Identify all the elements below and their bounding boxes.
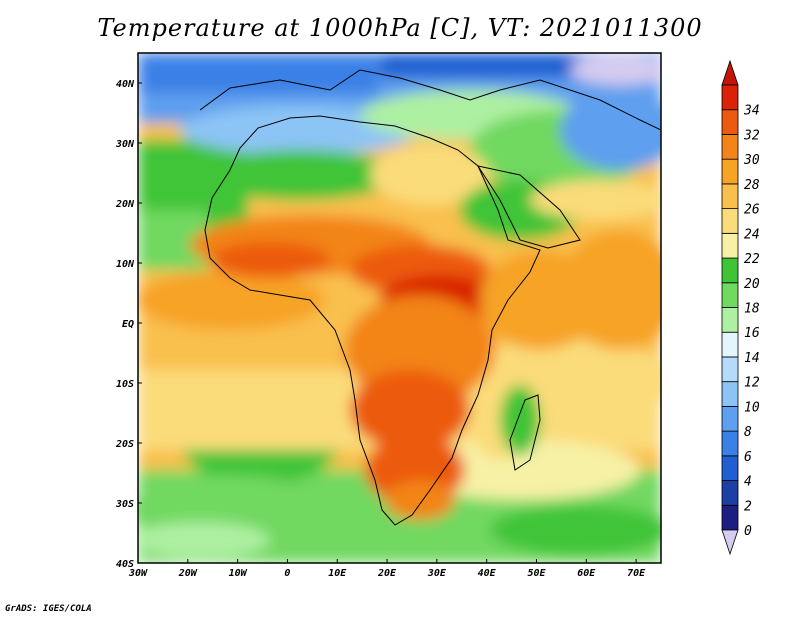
latitude-ticks: 40N 30N 20N 10N EQ 10S 20S 30S 40S [115, 79, 142, 570]
colorbar-swatch [721, 208, 739, 234]
colorbar-label: 22 [744, 252, 760, 267]
lon-tick-label: 40E [478, 568, 497, 579]
colorbar-label: 10 [744, 400, 760, 415]
longitude-ticks: 30W 20W 10W 0 10E 20E 30E 40E 50E 60E 70E [128, 559, 646, 579]
colorbar-label: 18 [744, 302, 760, 317]
colorbar-label: 0 [744, 524, 752, 539]
lat-tick-label: 30S [115, 499, 134, 510]
colorbar-swatch [721, 84, 739, 111]
colorbar-swatch [721, 405, 739, 432]
colorbar-swatch [721, 331, 739, 358]
colorbar-swatch [721, 232, 739, 259]
lon-tick-label: 30E [427, 568, 447, 579]
colorbar-swatch [721, 134, 739, 160]
lon-tick-label: 20W [178, 568, 198, 579]
colorbar-label: 26 [744, 203, 760, 218]
colorbar-label: 14 [744, 351, 760, 366]
lon-tick-label: 10E [328, 568, 347, 579]
credit-label: GrADS: IGES/COLA [5, 604, 92, 614]
colorbar-label: 16 [744, 326, 760, 341]
lon-tick-label: 30W [128, 568, 148, 579]
colorbar-swatch [721, 257, 739, 284]
africa-coastline [204, 115, 541, 526]
lat-tick-label: 40N [116, 79, 135, 90]
colorbar-swatch [721, 480, 739, 506]
colorbar-label: 12 [744, 376, 760, 391]
lon-tick-label: 70E [627, 568, 646, 579]
europe-coastline [199, 69, 661, 131]
map-title: Temperature at 1000hPa [C], VT: 20210113… [97, 14, 703, 42]
arabia-coastline [476, 165, 581, 249]
colorbar-label: 30 [743, 153, 760, 168]
colorbar-swatch [721, 307, 739, 333]
lat-tick-label: 10N [116, 259, 135, 270]
colorbar-label: 20 [744, 277, 760, 292]
colorbar-swatch [721, 282, 739, 308]
colorbar-label: 34 [743, 104, 760, 119]
colorbar-label: 6 [744, 450, 752, 465]
lon-tick-label: 50E [527, 568, 546, 579]
colorbar-swatch [721, 430, 739, 457]
colorbar-label: 24 [744, 227, 760, 242]
colorbar-swatch [721, 183, 739, 210]
colorbar-swatch [721, 158, 739, 185]
colorbar-over-arrow [721, 59, 739, 86]
lon-tick-label: 10W [229, 568, 248, 579]
lat-tick-label: 20N [115, 199, 135, 210]
colorbar-swatch [721, 455, 739, 481]
lat-tick-label: EQ [122, 319, 134, 330]
lon-tick-label: 60E [577, 568, 596, 579]
colorbar-swatch [721, 381, 739, 407]
lat-tick-label: 30N [115, 139, 135, 150]
colorbar-label: 2 [744, 499, 752, 514]
colorbar-under-arrow [721, 529, 739, 556]
lat-tick-label: 20S [115, 439, 134, 450]
colorbar-label: 32 [743, 128, 760, 143]
colorbar-label: 8 [744, 425, 752, 440]
colorbar-swatch [721, 356, 739, 383]
madagascar-coastline [509, 394, 541, 471]
colorbar-swatch [721, 504, 739, 531]
lon-tick-label: 20E [377, 568, 397, 579]
colorbar-label: 28 [744, 178, 760, 193]
lon-tick-label: 0 [284, 568, 290, 579]
colorbar-swatch [721, 109, 739, 135]
lat-tick-label: 10S [116, 379, 134, 390]
temperature-field [138, 53, 661, 563]
map-frame [137, 52, 662, 564]
lat-tick-label: 40S [116, 559, 134, 570]
colorbar-label: 4 [744, 475, 752, 490]
